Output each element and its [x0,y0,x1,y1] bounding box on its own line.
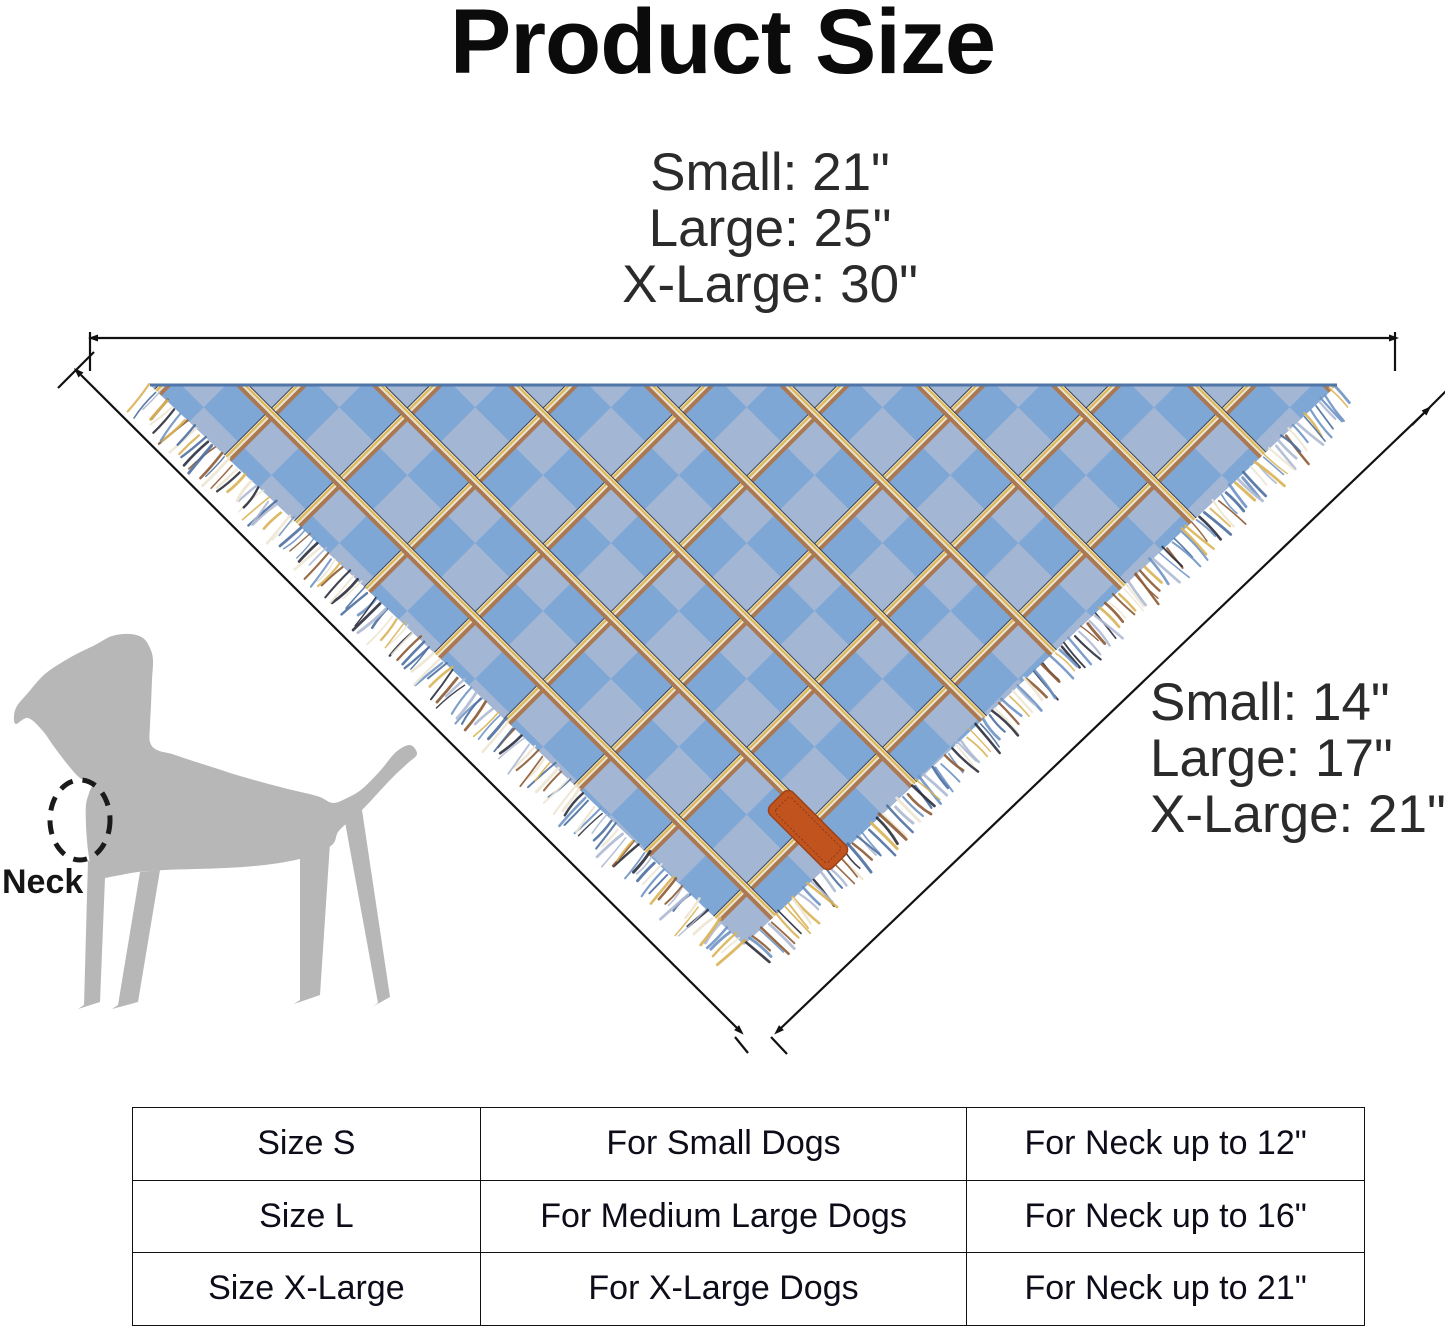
svg-text:Neck: Neck [2,863,83,901]
